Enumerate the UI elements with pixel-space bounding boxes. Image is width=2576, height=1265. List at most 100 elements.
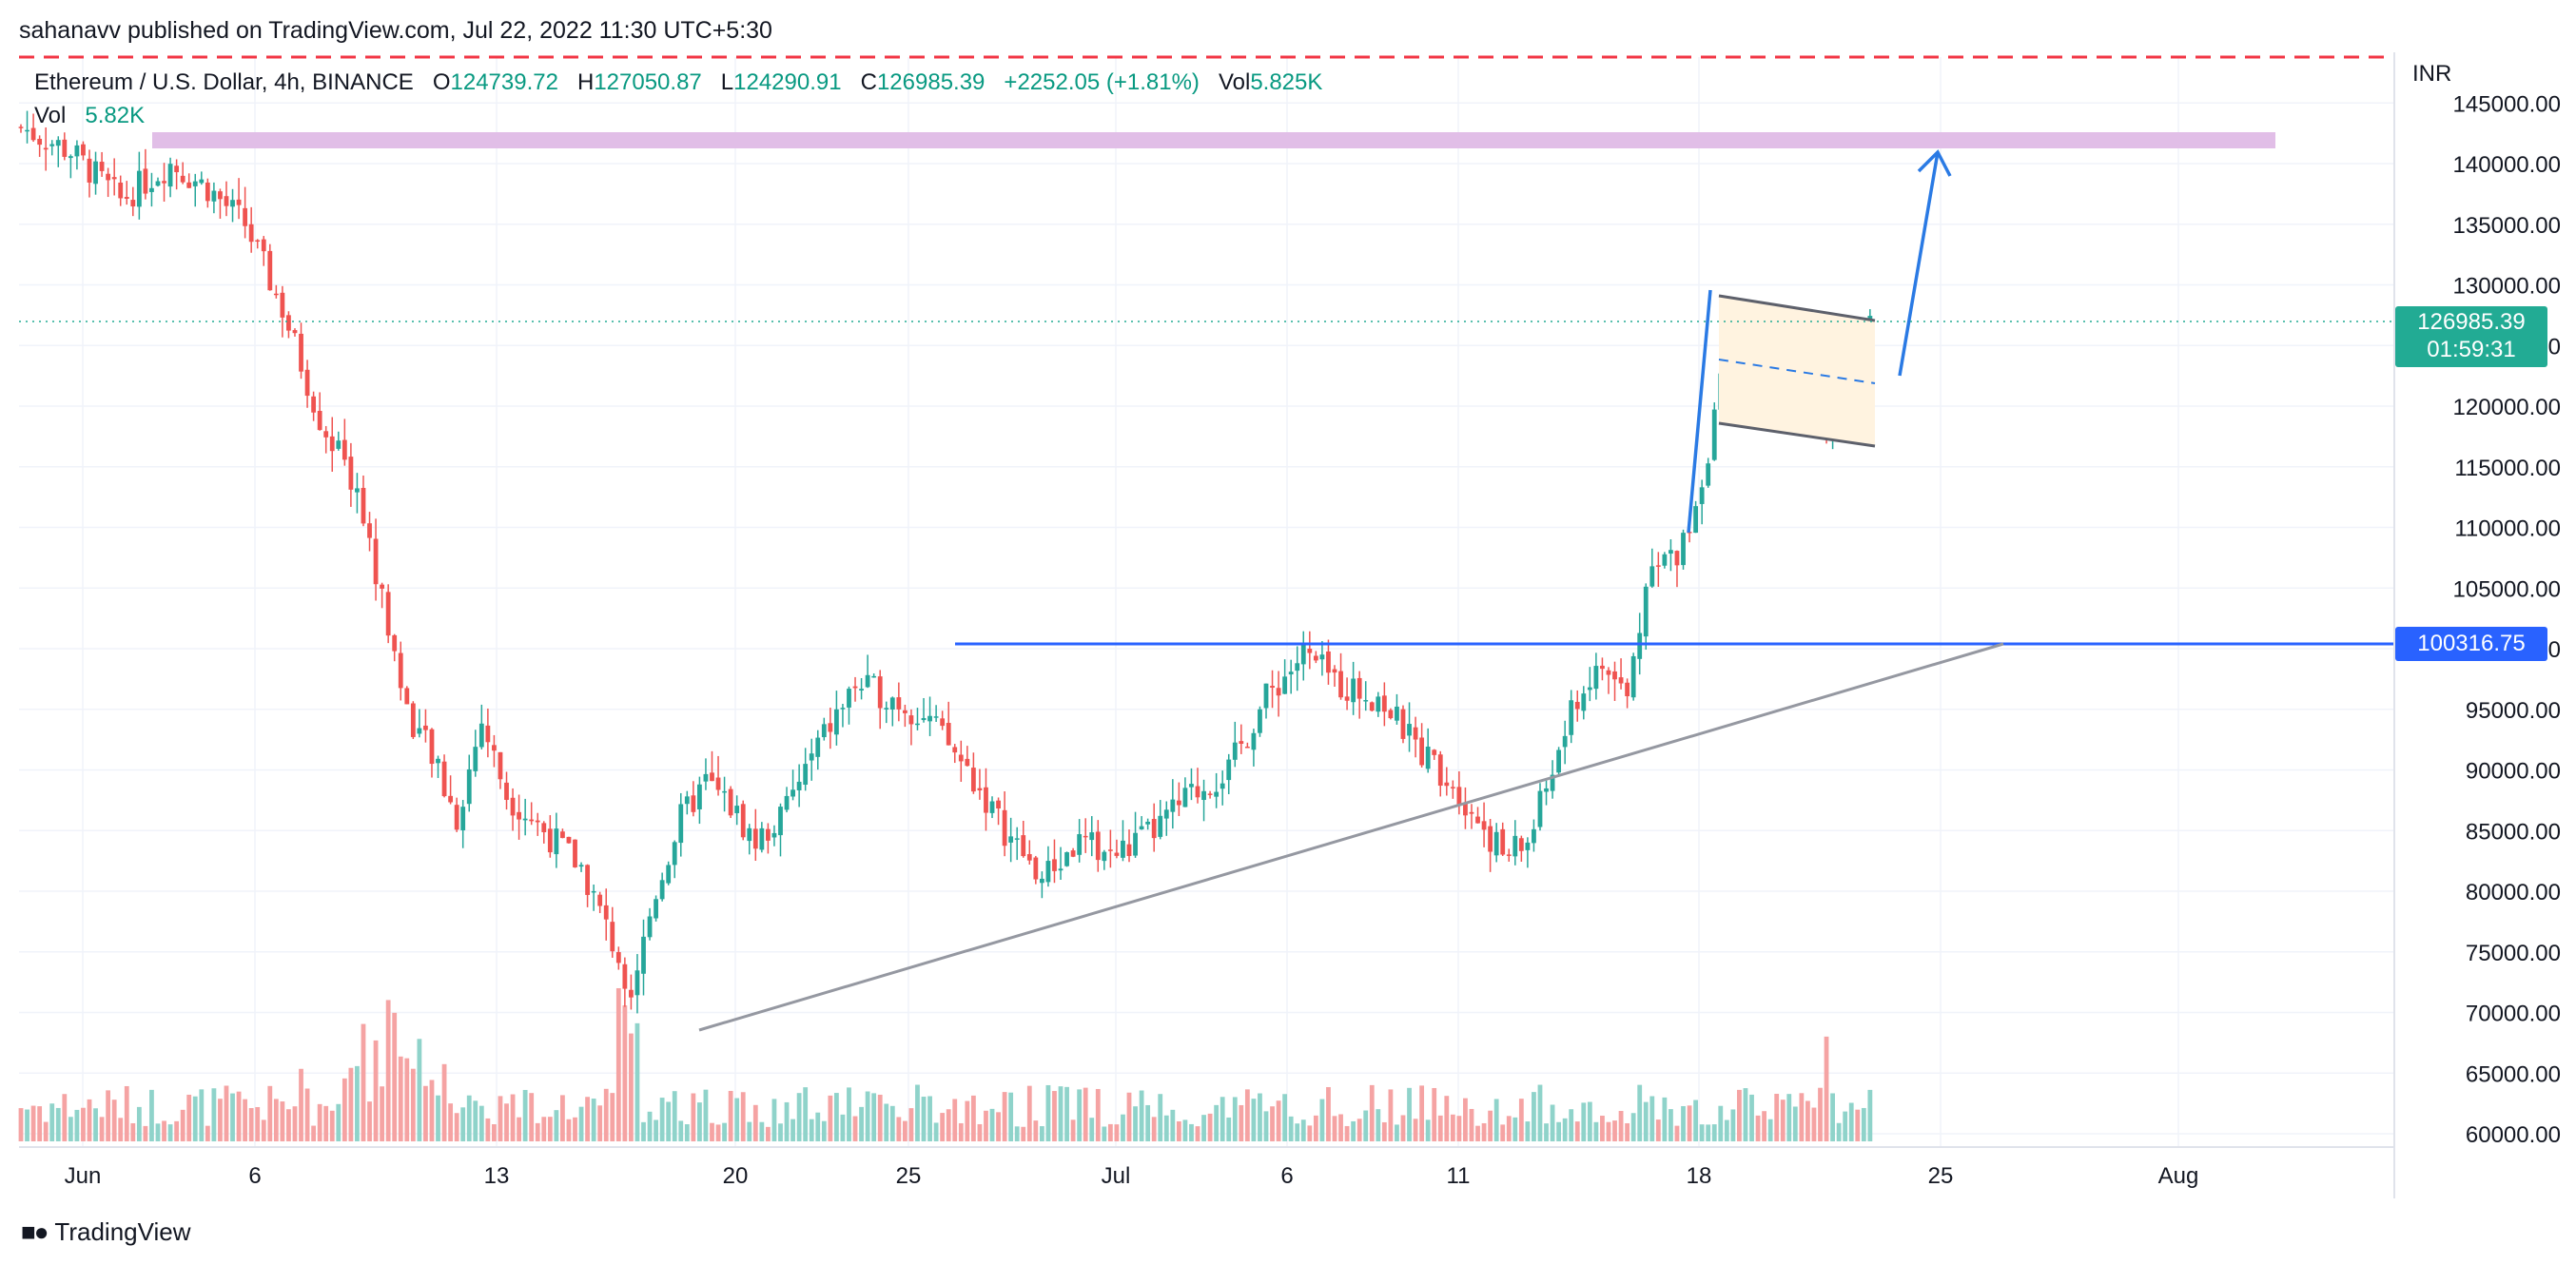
volume-bar <box>1077 1089 1083 1141</box>
bull-flag-zone <box>1719 296 1875 446</box>
volume-bar <box>622 1005 628 1141</box>
candle-body <box>1220 783 1225 789</box>
volume-bar <box>796 1093 802 1141</box>
volume-bar <box>460 1107 466 1141</box>
volume-bar <box>1002 1092 1007 1141</box>
volume-bar <box>984 1110 988 1141</box>
volume-bar <box>286 1109 291 1141</box>
candle-body <box>1189 784 1194 788</box>
volume-bar <box>771 1099 777 1141</box>
candle-body <box>989 801 995 813</box>
volume-bar <box>329 1110 335 1141</box>
candle-body <box>1606 670 1611 675</box>
candle-body <box>417 728 422 734</box>
volume-bar <box>965 1100 970 1141</box>
candle-body <box>1089 832 1095 841</box>
candle-body <box>1662 554 1668 566</box>
candle-body <box>1244 746 1250 749</box>
y-tick-label: 120000.00 <box>2453 395 2561 420</box>
candle-body <box>771 832 777 838</box>
candle-body <box>902 710 907 713</box>
candle-body <box>728 788 733 816</box>
volume-bar <box>821 1120 827 1141</box>
candle-body <box>958 754 964 762</box>
tradingview-brand[interactable]: ■● TradingView <box>21 1217 191 1247</box>
volume-bar <box>25 1109 29 1141</box>
volume-bar <box>1500 1124 1506 1141</box>
volume-bar <box>111 1100 117 1141</box>
volume-bar <box>715 1124 721 1141</box>
candle-body <box>286 315 291 331</box>
candle-body <box>889 697 895 710</box>
candle-body <box>809 753 814 761</box>
y-tick-label: 105000.00 <box>2453 576 2561 602</box>
volume-bar <box>691 1093 696 1141</box>
volume-bar <box>1021 1126 1026 1141</box>
volume-bar <box>1121 1114 1125 1141</box>
volume-bar <box>803 1087 809 1141</box>
candle-body <box>454 805 459 830</box>
volume-bar <box>1207 1113 1213 1141</box>
candle-body <box>336 440 342 449</box>
candle-body <box>833 709 839 735</box>
candle-body <box>81 144 86 156</box>
candle-body <box>261 239 266 252</box>
last-price-tag: 126985.39 01:59:31 <box>2395 306 2547 367</box>
volume-bar <box>348 1067 354 1141</box>
volume-bar <box>323 1105 329 1141</box>
volume-bar <box>1083 1087 1088 1141</box>
candle-body <box>1649 566 1655 587</box>
candle-body <box>796 781 802 790</box>
volume-bar <box>847 1087 851 1141</box>
y-tick-label: 140000.00 <box>2453 152 2561 178</box>
volume-bar <box>1326 1086 1331 1141</box>
candle-body <box>1587 687 1592 691</box>
projection-arrowhead <box>1917 149 1952 177</box>
candle-body <box>1163 809 1169 819</box>
candle-body <box>1693 506 1699 534</box>
volume-bar <box>566 1119 572 1141</box>
volume-bar <box>1532 1092 1536 1141</box>
volume-bar <box>1133 1106 1138 1141</box>
candle-body <box>385 592 391 636</box>
volume-bar <box>1469 1108 1474 1141</box>
candle-body <box>1518 838 1524 851</box>
volume-bar <box>1102 1126 1107 1141</box>
candle-body <box>1332 669 1337 673</box>
candle-body <box>192 181 198 186</box>
volume-bar <box>106 1090 111 1141</box>
candle-body <box>1158 815 1163 837</box>
volume-bar <box>1774 1094 1780 1141</box>
volume-bar <box>1151 1117 1157 1141</box>
volume-bar <box>672 1091 677 1141</box>
volume-bar <box>728 1090 733 1141</box>
volume-bar <box>1587 1101 1592 1141</box>
volume-bar <box>192 1096 198 1141</box>
candle-body <box>1195 786 1200 798</box>
candle-body <box>1102 851 1107 862</box>
candle-body <box>136 170 142 207</box>
volume-bar <box>93 1108 98 1141</box>
volume-bar <box>74 1109 80 1141</box>
candle-body <box>654 899 658 919</box>
candle-body <box>492 745 497 751</box>
y-tick-label: 85000.00 <box>2466 819 2561 845</box>
candle-body <box>436 758 440 764</box>
candle-body <box>49 144 55 146</box>
candle-body <box>865 674 870 688</box>
y-tick-label: 75000.00 <box>2466 941 2561 966</box>
volume-bar <box>299 1068 303 1141</box>
volume-bar <box>902 1120 907 1141</box>
legend-vol: 5.825K <box>1250 69 1323 95</box>
drawing-overlays <box>19 55 2394 1032</box>
candle-body <box>485 725 491 743</box>
candle-body <box>1064 852 1069 866</box>
volume-bar <box>498 1096 503 1141</box>
candle-body <box>43 147 49 150</box>
volume-bar <box>1170 1109 1176 1141</box>
candle-body <box>1637 632 1643 659</box>
candle-body <box>1070 850 1076 857</box>
currency-label[interactable]: INR <box>2412 61 2452 87</box>
candle-body <box>1574 701 1580 710</box>
